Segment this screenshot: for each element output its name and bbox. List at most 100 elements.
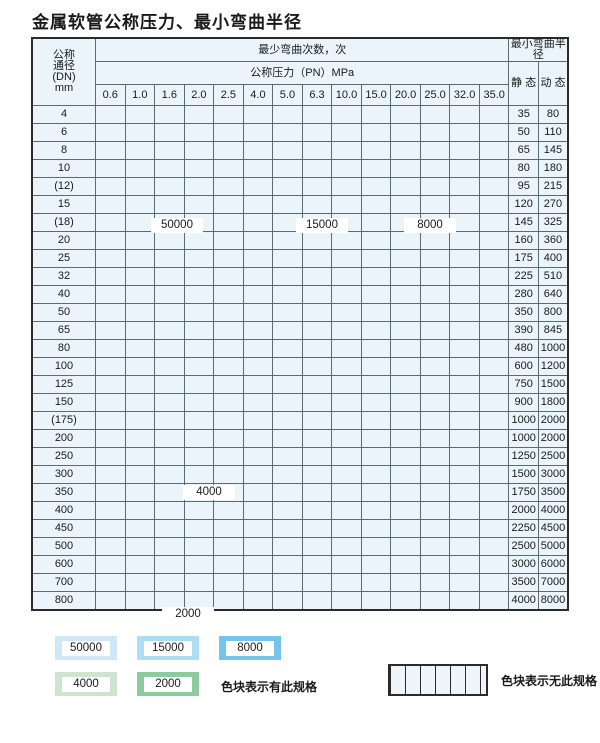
cell-unavailable <box>449 393 480 412</box>
cell-available-2000 <box>124 555 156 574</box>
radius-static-value: 50 <box>508 123 539 142</box>
cell-unavailable <box>419 519 451 538</box>
cell-unavailable <box>272 573 303 592</box>
dn-value-cell: 400 <box>31 501 96 520</box>
cell-available-2000 <box>124 537 156 556</box>
cell-available-15000 <box>301 195 333 214</box>
cell-unavailable <box>360 285 392 304</box>
cell-unavailable <box>331 591 362 611</box>
radius-dynamic-value: 3000 <box>537 465 569 484</box>
cell-unavailable <box>242 501 274 520</box>
radius-dynamic-value: 1800 <box>537 393 569 412</box>
cell-unavailable <box>301 573 333 592</box>
cell-unavailable <box>390 249 421 268</box>
cell-available-50000 <box>213 177 244 196</box>
cell-available-50000 <box>154 321 185 340</box>
cell-unavailable <box>242 573 274 592</box>
radius-static-value: 175 <box>508 249 539 268</box>
cell-available-4000 <box>95 411 126 430</box>
cell-unavailable <box>390 483 421 502</box>
cell-unavailable <box>419 321 451 340</box>
cell-unavailable <box>360 537 392 556</box>
cell-unavailable <box>449 501 480 520</box>
cell-available-50000 <box>213 231 244 250</box>
cell-available-15000 <box>331 141 362 160</box>
cell-unavailable <box>213 591 244 611</box>
cell-available-2000 <box>183 501 215 520</box>
cell-available-4000 <box>95 465 126 484</box>
table-row: 300 1500 3000 <box>31 465 569 484</box>
cell-available-4000 <box>154 429 185 448</box>
cell-unavailable <box>419 591 451 611</box>
cell-unavailable <box>360 375 392 394</box>
cell-unavailable <box>449 249 480 268</box>
cell-available-4000 <box>154 375 185 394</box>
radius-dynamic-value: 1000 <box>537 339 569 358</box>
cell-unavailable <box>449 411 480 430</box>
cell-unavailable <box>449 591 480 611</box>
cell-unavailable <box>419 501 451 520</box>
cell-available-2000 <box>95 483 126 502</box>
cell-available-50000 <box>183 123 215 142</box>
cell-available-2000 <box>183 555 215 574</box>
cell-unavailable <box>360 357 392 376</box>
table-row: 32 225 510 <box>31 267 569 286</box>
radius-static-value: 2000 <box>508 501 539 520</box>
cell-available-8000 <box>360 177 392 196</box>
cell-available-8000 <box>390 231 421 250</box>
cell-available-50000 <box>124 249 156 268</box>
cell-unavailable <box>331 447 362 466</box>
cell-available-50000 <box>124 321 156 340</box>
cell-available-50000 <box>124 285 156 304</box>
cell-unavailable <box>272 429 303 448</box>
cell-available-50000 <box>124 195 156 214</box>
dn-value-cell: 20 <box>31 231 96 250</box>
radius-static-value: 3000 <box>508 555 539 574</box>
dn-value-cell: (12) <box>31 177 96 196</box>
cell-unavailable <box>360 339 392 358</box>
cell-unavailable <box>272 555 303 574</box>
pressure-col-header-5: 4.0 <box>242 84 274 106</box>
cell-available-50000 <box>154 159 185 178</box>
cell-available-4000 <box>242 429 274 448</box>
radius-static-value: 2250 <box>508 519 539 538</box>
cell-unavailable <box>390 375 421 394</box>
cell-available-50000 <box>154 141 185 160</box>
pressure-col-header-9: 15.0 <box>360 84 392 106</box>
cell-available-50000 <box>124 105 156 124</box>
cell-unavailable <box>301 393 333 412</box>
radius-dynamic-value: 5000 <box>537 537 569 556</box>
cell-unavailable <box>390 591 421 611</box>
cell-unavailable <box>478 519 510 538</box>
cell-unavailable <box>301 375 333 394</box>
table-row: 700 3500 7000 <box>31 573 569 592</box>
cell-unavailable <box>419 249 451 268</box>
table-body: 4 35 80 6 50 110 8 65 145 10 80 180 (12) 95 215 15 120 27… <box>31 105 569 611</box>
radius-dynamic-value: 1500 <box>537 375 569 394</box>
cell-available-15000 <box>242 195 274 214</box>
dn-value-cell: 200 <box>31 429 96 448</box>
cell-available-50000 <box>183 105 215 124</box>
table-row: (12) 95 215 <box>31 177 569 196</box>
cell-unavailable <box>478 159 510 178</box>
cell-unavailable <box>478 375 510 394</box>
cell-unavailable <box>272 447 303 466</box>
legend-unavailable-note: 色块表示无此规格 <box>501 674 598 688</box>
cell-available-15000 <box>242 339 274 358</box>
cell-unavailable <box>390 465 421 484</box>
radius-static-value: 95 <box>508 177 539 196</box>
radius-dynamic-value: 3500 <box>537 483 569 502</box>
cell-available-15000 <box>301 285 333 304</box>
radius-dynamic-value: 8000 <box>537 591 569 611</box>
page-title: 金属软管公称压力、最小弯曲半径 <box>32 13 302 32</box>
cell-unavailable <box>390 411 421 430</box>
cell-unavailable <box>419 339 451 358</box>
cell-available-50000 <box>183 195 215 214</box>
radius-dynamic-value: 510 <box>537 267 569 286</box>
cell-available-4000 <box>183 447 215 466</box>
dn-value-cell: (175) <box>31 411 96 430</box>
legend-swatch-8000: 8000 <box>219 636 281 660</box>
cell-available-50000 <box>95 213 126 232</box>
cell-unavailable <box>449 447 480 466</box>
cell-available-4000 <box>242 465 274 484</box>
